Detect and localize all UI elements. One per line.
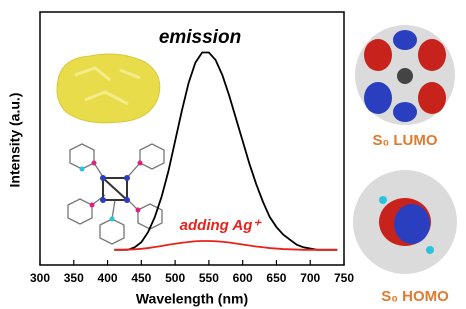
- figure: S₀ LUMO S₀ HOMO Wavelength (nm) Intensit…: [0, 0, 466, 309]
- orbital-label: S₀ LUMO: [372, 132, 437, 149]
- x-tick-label: 650: [266, 271, 286, 285]
- x-tick-label: 700: [300, 271, 320, 285]
- x-tick-label: 350: [64, 271, 84, 285]
- x-tick-label: 300: [30, 271, 50, 285]
- series-line: [114, 241, 337, 250]
- x-tick-label: 500: [165, 271, 185, 285]
- x-tick-label: 400: [98, 271, 118, 285]
- series-label: adding Ag⁺: [180, 217, 263, 234]
- series-label: emission: [159, 27, 241, 48]
- x-tick-label: 750: [334, 271, 354, 285]
- crystal-image: [57, 54, 160, 123]
- y-axis-label: Intensity (a.u.): [7, 93, 23, 188]
- x-tick-label: 600: [233, 271, 253, 285]
- homo-image: [353, 170, 457, 274]
- x-tick-label: 550: [199, 271, 219, 285]
- molecule-atoms: [80, 161, 143, 222]
- x-tick-label: 450: [131, 271, 151, 285]
- x-axis-label: Wavelength (nm): [136, 291, 248, 307]
- lumo-image: [355, 25, 455, 125]
- orbital-label: S₀ HOMO: [381, 288, 449, 305]
